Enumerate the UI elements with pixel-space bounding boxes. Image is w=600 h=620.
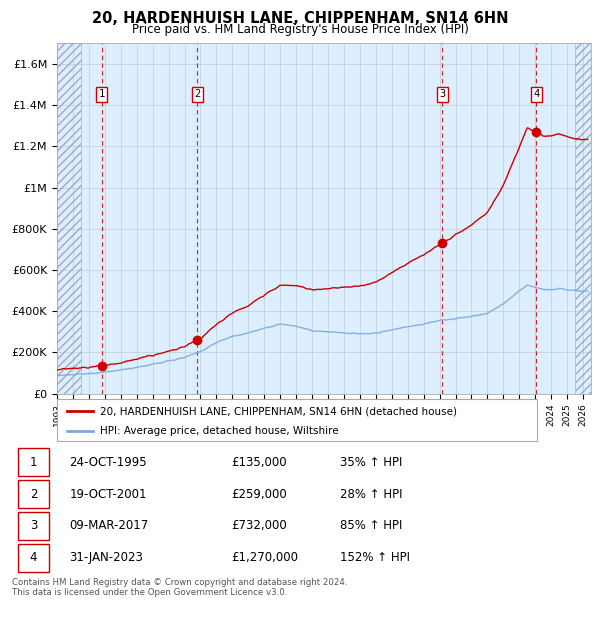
Text: 152% ↑ HPI: 152% ↑ HPI: [340, 551, 410, 564]
Text: 2: 2: [194, 89, 200, 99]
Bar: [18, 480, 49, 508]
Text: 20, HARDENHUISH LANE, CHIPPENHAM, SN14 6HN (detached house): 20, HARDENHUISH LANE, CHIPPENHAM, SN14 6…: [100, 406, 457, 416]
Text: 3: 3: [30, 520, 37, 533]
Text: Contains HM Land Registry data © Crown copyright and database right 2024.
This d: Contains HM Land Registry data © Crown c…: [12, 578, 347, 597]
Text: £135,000: £135,000: [231, 456, 287, 469]
Text: 1: 1: [98, 89, 105, 99]
Text: £732,000: £732,000: [231, 520, 287, 533]
Text: Price paid vs. HM Land Registry's House Price Index (HPI): Price paid vs. HM Land Registry's House …: [131, 23, 469, 36]
Text: £1,270,000: £1,270,000: [231, 551, 298, 564]
Bar: [18, 512, 49, 540]
Text: £259,000: £259,000: [231, 487, 287, 500]
Text: 1: 1: [30, 456, 37, 469]
Text: 2: 2: [30, 487, 37, 500]
Text: 3: 3: [439, 89, 446, 99]
Text: 19-OCT-2001: 19-OCT-2001: [70, 487, 147, 500]
Text: 31-JAN-2023: 31-JAN-2023: [70, 551, 143, 564]
Text: 28% ↑ HPI: 28% ↑ HPI: [340, 487, 403, 500]
Text: 09-MAR-2017: 09-MAR-2017: [70, 520, 149, 533]
Text: 35% ↑ HPI: 35% ↑ HPI: [340, 456, 403, 469]
Bar: [18, 544, 49, 572]
Text: 85% ↑ HPI: 85% ↑ HPI: [340, 520, 403, 533]
Text: 4: 4: [30, 551, 37, 564]
Text: HPI: Average price, detached house, Wiltshire: HPI: Average price, detached house, Wilt…: [100, 426, 339, 436]
Text: 20, HARDENHUISH LANE, CHIPPENHAM, SN14 6HN: 20, HARDENHUISH LANE, CHIPPENHAM, SN14 6…: [92, 11, 508, 26]
Bar: [18, 448, 49, 476]
Text: 4: 4: [533, 89, 539, 99]
Text: 24-OCT-1995: 24-OCT-1995: [70, 456, 147, 469]
